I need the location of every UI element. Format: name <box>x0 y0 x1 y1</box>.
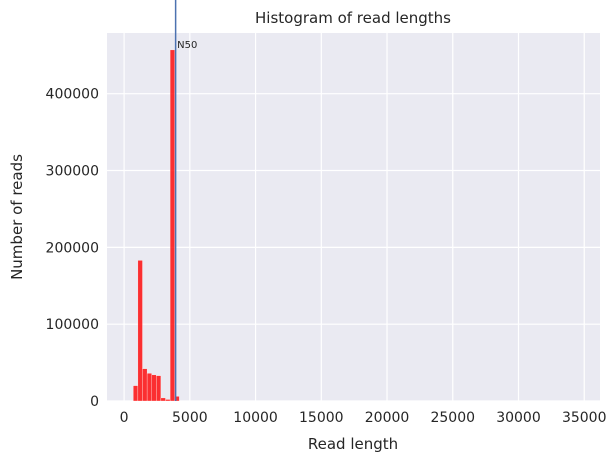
y-tick-label-3: 300000 <box>46 164 99 180</box>
x-tick-label-7: 35000 <box>562 410 607 426</box>
grid-lines <box>107 33 600 402</box>
y-tick-label-1: 100000 <box>46 317 99 333</box>
x-tick-labels: 0 5000 10000 15000 20000 25000 30000 35000 <box>120 410 607 426</box>
y-tick-label-0: 0 <box>90 394 99 410</box>
histogram-bar-7 <box>165 399 171 402</box>
x-axis-title: Read length <box>308 435 398 453</box>
histogram-bar-3 <box>146 373 152 402</box>
y-tick-label-2: 200000 <box>46 240 99 256</box>
x-tick-label-2: 10000 <box>233 410 278 426</box>
chart-title: Histogram of read lengths <box>255 9 451 27</box>
y-axis-title: Number of reads <box>8 154 26 280</box>
x-tick-label-5: 25000 <box>430 410 475 426</box>
histogram-bar-0 <box>133 385 139 402</box>
y-tick-label-4: 400000 <box>46 87 99 103</box>
histogram-bar-9 <box>174 396 180 402</box>
histogram-bar-8 <box>169 49 175 402</box>
y-tick-labels: 0 100000 200000 300000 400000 <box>46 87 99 410</box>
n50-label: N50 <box>177 40 197 51</box>
n50-line-group: N50 <box>174 0 197 401</box>
x-tick-label-6: 30000 <box>496 410 541 426</box>
histogram-bar-5 <box>156 375 162 402</box>
plot-background <box>107 33 600 401</box>
histogram-bar-6 <box>160 397 166 402</box>
bars-group <box>133 49 180 402</box>
x-tick-label-4: 20000 <box>365 410 410 426</box>
x-tick-label-1: 5000 <box>172 410 208 426</box>
histogram-bar-2 <box>142 368 148 402</box>
histogram-bar-1 <box>137 260 143 402</box>
x-tick-label-0: 0 <box>120 410 129 426</box>
histogram-bar-4 <box>151 374 157 402</box>
x-tick-label-3: 15000 <box>299 410 344 426</box>
